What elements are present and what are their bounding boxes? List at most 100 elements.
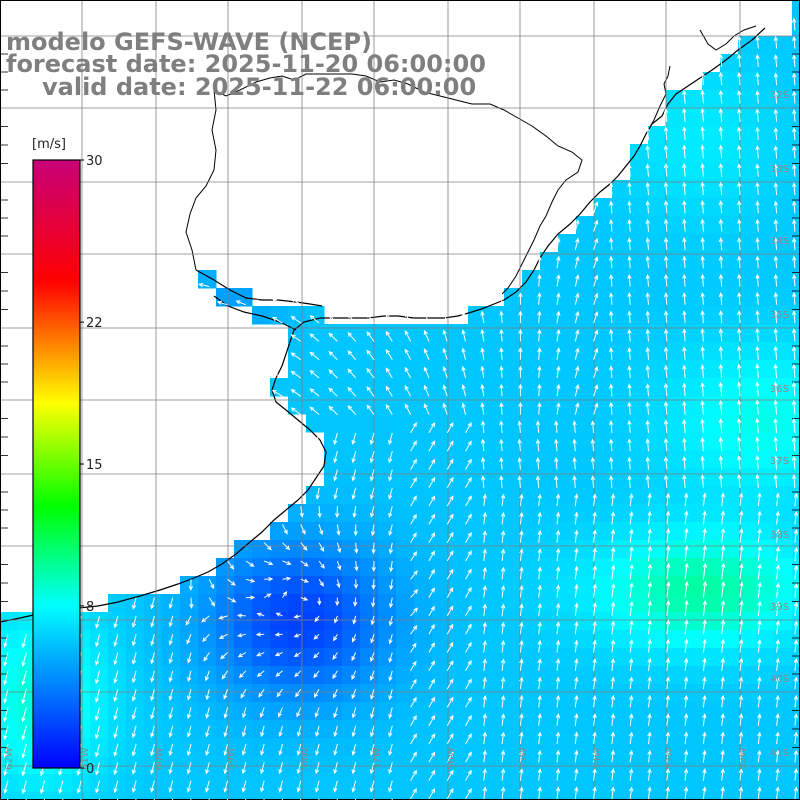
wind-speed-cell	[324, 378, 343, 397]
wind-arrow	[700, 474, 705, 488]
wind-arrow	[150, 615, 155, 628]
wind-arrow	[168, 707, 174, 720]
wind-speed-cell	[612, 432, 631, 451]
wind-arrow	[593, 274, 599, 287]
wind-arrow	[240, 688, 247, 699]
wind-speed-cell	[558, 630, 577, 649]
wind-speed-cell	[378, 432, 397, 451]
wind-arrow	[537, 365, 542, 379]
wind-arrow	[610, 620, 616, 635]
wind-arrow	[647, 581, 653, 598]
wind-arrow	[775, 731, 780, 745]
wind-speed-cell	[720, 342, 739, 361]
wind-arrow	[537, 548, 542, 562]
wind-speed-cell	[792, 234, 800, 253]
wind-speed-cell	[558, 756, 577, 775]
wind-speed-cell	[72, 774, 91, 793]
wind-speed-cell	[306, 306, 325, 325]
wind-speed-cell	[702, 162, 721, 181]
wind-arrow	[684, 619, 689, 635]
wind-arrow	[203, 652, 210, 662]
wind-arrow	[773, 17, 779, 31]
wind-arrow	[666, 581, 671, 598]
wind-arrow	[793, 694, 799, 708]
wind-speed-cell	[486, 432, 505, 451]
wind-speed-cell	[684, 702, 703, 721]
wind-arrow	[465, 678, 472, 690]
wind-arrow	[700, 218, 705, 232]
wind-speed-cell	[90, 720, 109, 739]
wind-arrow	[150, 688, 155, 702]
wind-speed-cell	[468, 378, 487, 397]
wind-arrow	[201, 615, 210, 623]
wind-arrow	[500, 713, 506, 726]
wind-arrow	[260, 725, 265, 738]
wind-speed-cell	[576, 720, 595, 739]
wind-arrow	[221, 670, 229, 680]
wind-arrow	[702, 527, 707, 543]
wind-arrow	[663, 437, 669, 452]
wind-arrow	[461, 365, 466, 379]
wind-speed-cell	[324, 414, 343, 433]
wind-arrow	[555, 584, 561, 598]
wind-arrow	[700, 346, 705, 360]
wind-speed-cell	[342, 720, 361, 739]
wind-speed-cell	[702, 774, 721, 793]
wind-arrow	[574, 565, 579, 580]
wind-speed-cell	[576, 378, 595, 397]
wind-arrow	[446, 586, 454, 598]
wind-arrow	[775, 639, 780, 653]
wind-speed-cell	[738, 576, 757, 595]
wind-speed-cell	[738, 252, 757, 271]
wind-arrow	[3, 652, 9, 667]
wind-arrow	[702, 731, 707, 745]
wind-arrow	[793, 546, 799, 562]
wind-arrow	[592, 786, 597, 799]
wind-speed-cell	[522, 558, 541, 577]
wind-arrow	[592, 529, 597, 543]
wind-speed-cell	[612, 558, 631, 577]
wind-speed-cell	[540, 468, 559, 487]
wind-speed-cell	[216, 630, 235, 649]
wind-arrow	[647, 492, 652, 507]
wind-speed-cell	[558, 684, 577, 703]
wind-speed-cell	[414, 324, 433, 343]
wind-arrow	[684, 545, 689, 562]
wind-arrow	[718, 200, 724, 214]
wind-speed-cell	[504, 306, 523, 325]
wind-speed-cell	[720, 324, 739, 343]
wind-speed-cell	[198, 792, 217, 800]
wind-speed-cell	[270, 540, 289, 559]
wind-speed-cell	[432, 450, 451, 469]
wind-arrow	[627, 200, 632, 214]
wind-arrow	[461, 402, 466, 415]
wind-arrow	[537, 584, 542, 598]
wind-arrow	[519, 584, 524, 598]
latitude-label: 37S	[770, 456, 789, 467]
wind-speed-cell	[630, 432, 649, 451]
wind-speed-cell	[738, 306, 757, 325]
wind-speed-cell	[684, 234, 703, 253]
wind-speed-cell	[90, 684, 109, 703]
wind-speed-cell	[612, 360, 631, 379]
wind-arrow	[645, 456, 650, 470]
wind-speed-cell	[450, 648, 469, 667]
wind-speed-cell	[540, 720, 559, 739]
wind-speed-cell	[738, 360, 757, 379]
wind-speed-cell	[630, 576, 649, 595]
wind-arrow	[351, 780, 357, 793]
wind-speed-cell	[342, 738, 361, 757]
wind-speed-cell	[558, 324, 577, 343]
wind-arrow	[773, 145, 779, 159]
wind-speed-cell	[630, 252, 649, 271]
wind-arrow	[574, 365, 580, 379]
wind-arrow	[610, 786, 616, 799]
wind-arrow	[371, 542, 376, 555]
wind-arrow	[609, 310, 614, 324]
wind-speed-cell	[486, 504, 505, 523]
wind-speed-cell	[216, 720, 235, 739]
wind-arrow	[309, 315, 320, 324]
wind-arrow	[371, 597, 376, 608]
wind-speed-cell	[414, 594, 433, 613]
wind-arrow	[278, 725, 283, 737]
